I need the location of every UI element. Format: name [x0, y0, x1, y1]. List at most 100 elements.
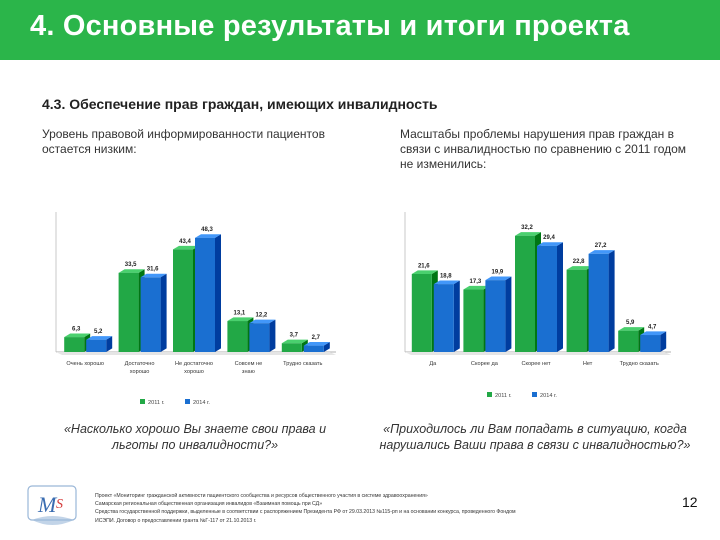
bar-2014	[485, 280, 506, 352]
legend-swatch	[487, 392, 492, 397]
bar-side	[215, 234, 221, 352]
category-label: Совсем не	[235, 361, 263, 367]
category-label: знаю	[242, 369, 255, 375]
data-label: 6,3	[72, 327, 81, 333]
data-label: 5,2	[94, 329, 103, 335]
data-label: 33,5	[125, 262, 137, 268]
bar-2011	[411, 274, 432, 352]
category-label: Трудно сказать	[283, 361, 322, 367]
bar-2014	[86, 339, 107, 352]
footer-line-2: Самарская региональная общественная орга…	[95, 501, 323, 508]
legend-label: 2011 г.	[148, 400, 165, 406]
bar-2014	[433, 284, 454, 352]
legend-label: 2011 г.	[495, 393, 512, 399]
bar-top	[588, 250, 615, 254]
bar-side	[660, 331, 667, 352]
bar-top	[433, 280, 460, 285]
bar-top	[566, 266, 593, 270]
bar-2014	[140, 277, 161, 352]
bar-2011	[281, 343, 302, 352]
data-label: 18,8	[440, 274, 452, 280]
data-label: 21,6	[418, 263, 430, 269]
data-label: 31,6	[147, 267, 159, 273]
bar-top	[173, 245, 199, 250]
legend-swatch	[185, 399, 190, 404]
bar-top	[118, 269, 145, 273]
bar-side	[323, 342, 330, 352]
bar-side	[453, 280, 460, 352]
bar-2014	[195, 237, 215, 352]
bar-2011	[227, 321, 248, 352]
right-description: Масштабы проблемы нарушения прав граждан…	[400, 127, 687, 171]
footer-line-1: Проект «Мониторинг гражданской активност…	[95, 493, 428, 499]
bar-side	[106, 336, 113, 352]
data-label: 32,2	[521, 225, 533, 231]
bar-top	[86, 336, 113, 340]
legend-label: 2014 г.	[540, 393, 557, 399]
legend-label: 2014 г.	[193, 400, 210, 406]
bar-top	[140, 273, 167, 278]
bar-side	[505, 276, 512, 352]
bar-top	[303, 342, 330, 346]
chart-rights-awareness: 6,3 5,2 Очень хорошо 33,5 31,6 Достаточно хоро…	[55, 212, 336, 406]
data-label: 5,9	[626, 320, 635, 326]
data-label: 13,1	[234, 310, 246, 316]
footer-line-3: Средства государственной поддержки, выде…	[95, 509, 516, 516]
data-label: 19,9	[492, 270, 504, 276]
category-label: Достаточно	[125, 361, 155, 367]
bar-2011	[118, 272, 139, 352]
data-label: 17,3	[470, 279, 482, 285]
bar-top	[485, 276, 512, 281]
bar-top	[515, 232, 541, 236]
legend-swatch	[140, 399, 145, 404]
chart-rights-violations: 21,6 18,8 Да 17,3 19,9 Скорее да 32,2 29,4 Скоре…	[404, 212, 671, 399]
data-label: 4,7	[648, 324, 657, 330]
data-label: 27,2	[595, 243, 607, 249]
left-description: Уровень правовой информированности пацие…	[42, 127, 325, 156]
data-label: 12,2	[256, 313, 268, 319]
bar-side	[160, 273, 167, 352]
category-label: Нет	[583, 361, 593, 367]
category-label: Скорее нет	[521, 361, 551, 367]
bar-top	[64, 333, 91, 338]
chart-floor	[405, 352, 671, 355]
category-label: хорошо	[184, 369, 204, 375]
right-question: «Приходилось ли Вам попадать в ситуацию,…	[379, 422, 691, 452]
legend-swatch	[532, 392, 537, 397]
bar-top	[249, 319, 276, 324]
bar-top	[411, 270, 438, 274]
left-question: «Насколько хорошо Вы знаете свои права и…	[63, 422, 327, 452]
bar-side	[557, 242, 563, 352]
footer-credits: Проект «Мониторинг гражданской активност…	[95, 492, 635, 525]
bar-top	[618, 327, 645, 331]
bar-top	[640, 331, 667, 336]
data-label: 48,3	[201, 227, 213, 233]
bar-2014	[249, 323, 270, 352]
bar-2011	[566, 269, 587, 352]
bar-side	[608, 250, 615, 352]
footer-line-4: ИСЭПИ. Договор о предоставлении гранта №…	[95, 517, 257, 524]
page-title: 4. Основные результаты и итоги проекта	[30, 10, 630, 42]
page-number: 12	[682, 494, 698, 510]
bar-top	[463, 285, 490, 290]
bar-2014	[588, 253, 609, 352]
title-bar: 4. Основные результаты и итоги проекта	[0, 0, 720, 60]
bar-top	[227, 317, 254, 322]
category-label: Скорее да	[471, 361, 499, 367]
category-label: Да	[429, 361, 437, 367]
bar-2011	[173, 249, 193, 352]
bar-2011	[618, 330, 639, 352]
bar-2014	[303, 345, 324, 352]
category-label: Не достаточно	[175, 361, 213, 367]
section-subtitle: 4.3. Обеспечение прав граждан, имеющих и…	[42, 96, 438, 112]
svg-text:S: S	[56, 497, 63, 512]
bar-2014	[537, 245, 557, 352]
data-label: 2,7	[312, 335, 321, 341]
category-label: Трудно сказать	[620, 361, 659, 367]
bar-2011	[463, 289, 484, 352]
category-label: хорошо	[130, 369, 150, 375]
bar-top	[537, 242, 563, 246]
category-label: Очень хорошо	[66, 361, 104, 367]
organization-logo: M S	[27, 485, 77, 525]
bar-top	[281, 339, 308, 344]
